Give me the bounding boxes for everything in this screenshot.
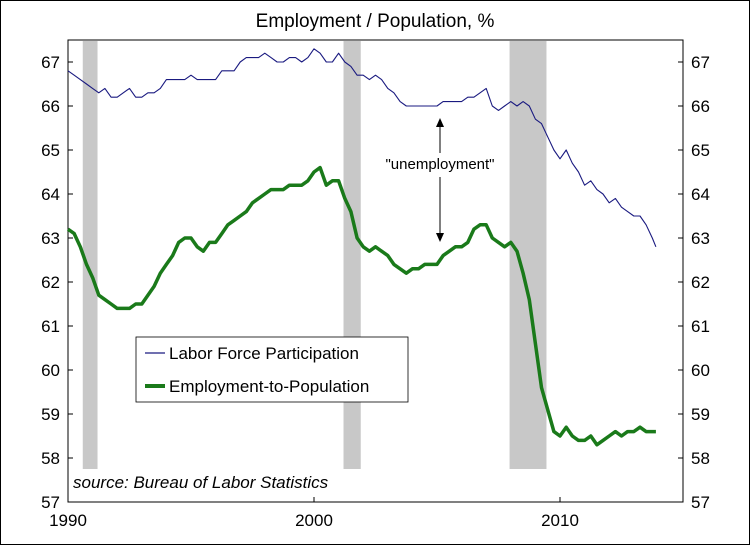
y-tick-label-left-2: 59: [41, 405, 60, 424]
series-line-1: [66, 165, 656, 447]
annotation-label: "unemployment": [385, 156, 494, 173]
y-tick-label-right-8: 65: [691, 141, 710, 160]
y-tick-label-right-10: 67: [691, 53, 710, 72]
series-lines: [66, 48, 657, 447]
y-tick-label-left-8: 65: [41, 141, 60, 160]
unemployment-annotation: "unemployment": [385, 118, 495, 242]
y-tick-label-left-4: 61: [41, 317, 60, 336]
plot-frame: [67, 39, 684, 503]
arrow-down-head: [436, 233, 444, 242]
source-note: source: Bureau of Labor Statistics: [73, 473, 329, 492]
legend: Labor Force Participation Employment-to-…: [135, 336, 409, 403]
x-tick-label-1: 2000: [295, 511, 333, 530]
y-tick-label-left-10: 67: [41, 53, 60, 72]
chart-title: Employment / Population, %: [256, 11, 495, 32]
recession-band-0: [82, 41, 98, 469]
y-tick-label-right-6: 63: [691, 229, 710, 248]
y-tick-label-right-3: 60: [691, 361, 710, 380]
series-line-0: [67, 48, 657, 248]
y-tick-label-left-9: 66: [41, 97, 60, 116]
y-tick-label-left-6: 63: [41, 229, 60, 248]
y-tick-label-right-0: 57: [691, 493, 710, 512]
x-tick-label-0: 1990: [49, 511, 87, 530]
y-tick-label-left-3: 60: [41, 361, 60, 380]
recession-band-1: [343, 41, 361, 469]
axes: 57 57 58 58 59 59 60 60 61 61 62 62 63 63 64 64 65 65 66 66…: [41, 53, 710, 530]
x-tick-label-2: 2010: [541, 511, 579, 530]
recession-band-2: [509, 41, 547, 469]
recession-bands: [82, 41, 547, 469]
y-tick-label-left-1: 58: [41, 449, 60, 468]
arrow-up-head: [436, 118, 444, 127]
y-tick-label-right-4: 61: [691, 317, 710, 336]
y-tick-label-right-1: 58: [691, 449, 710, 468]
y-tick-label-right-2: 59: [691, 405, 710, 424]
y-tick-label-right-7: 64: [691, 185, 710, 204]
legend-box: [135, 336, 409, 403]
legend-label-labor-force: Labor Force Participation: [169, 344, 359, 363]
y-tick-label-left-5: 62: [41, 273, 60, 292]
legend-label-employment: Employment-to-Population: [169, 377, 369, 396]
y-tick-label-right-5: 62: [691, 273, 710, 292]
y-tick-label-left-7: 64: [41, 185, 60, 204]
y-tick-label-left-0: 57: [41, 493, 60, 512]
y-tick-label-right-9: 66: [691, 97, 710, 116]
